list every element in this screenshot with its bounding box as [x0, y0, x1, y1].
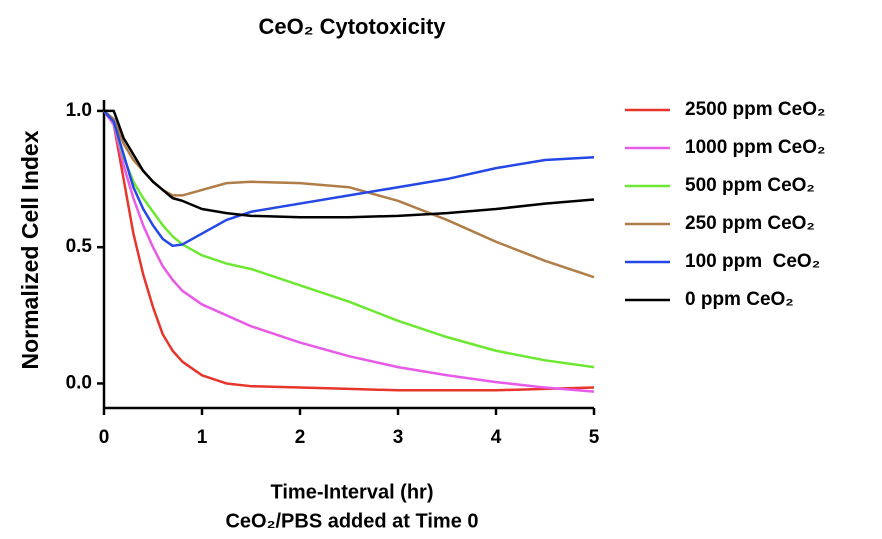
- legend-label: 0 ppm CeO₂: [685, 289, 794, 310]
- line-series: [102, 110, 595, 392]
- x-axis-label: CeO₂/PBS added at Time 0: [225, 510, 478, 532]
- legend-label: 100 ppm CeO₂: [685, 251, 820, 272]
- legend-label: 250 ppm CeO₂: [685, 213, 815, 234]
- line-series: [103, 109, 595, 279]
- x-tick-label: 5: [589, 427, 600, 448]
- y-axis-label: Normalized Cell Index: [17, 130, 43, 369]
- line-series: [102, 110, 595, 393]
- y-tick-label: 1.0: [66, 100, 92, 121]
- x-tick-label: 2: [295, 427, 306, 448]
- x-tick-label: 0: [99, 427, 110, 448]
- y-tick-label: 0.5: [66, 236, 93, 257]
- x-tick-label: 3: [393, 427, 404, 448]
- chart-title: CeO₂ Cytotoxicity: [258, 14, 446, 39]
- legend-label: 1000 ppm CeO₂: [685, 137, 825, 158]
- legend-label: 2500 ppm CeO₂: [685, 99, 825, 120]
- y-tick-label: 0.0: [66, 372, 92, 393]
- x-axis-label: Time-Interval (hr): [271, 481, 434, 503]
- line-series: [104, 109, 595, 219]
- legend-label: 500 ppm CeO₂: [685, 175, 815, 196]
- line-series: [103, 110, 595, 248]
- x-tick-label: 1: [197, 427, 208, 448]
- line-series: [103, 110, 595, 369]
- x-tick-label: 4: [491, 427, 502, 448]
